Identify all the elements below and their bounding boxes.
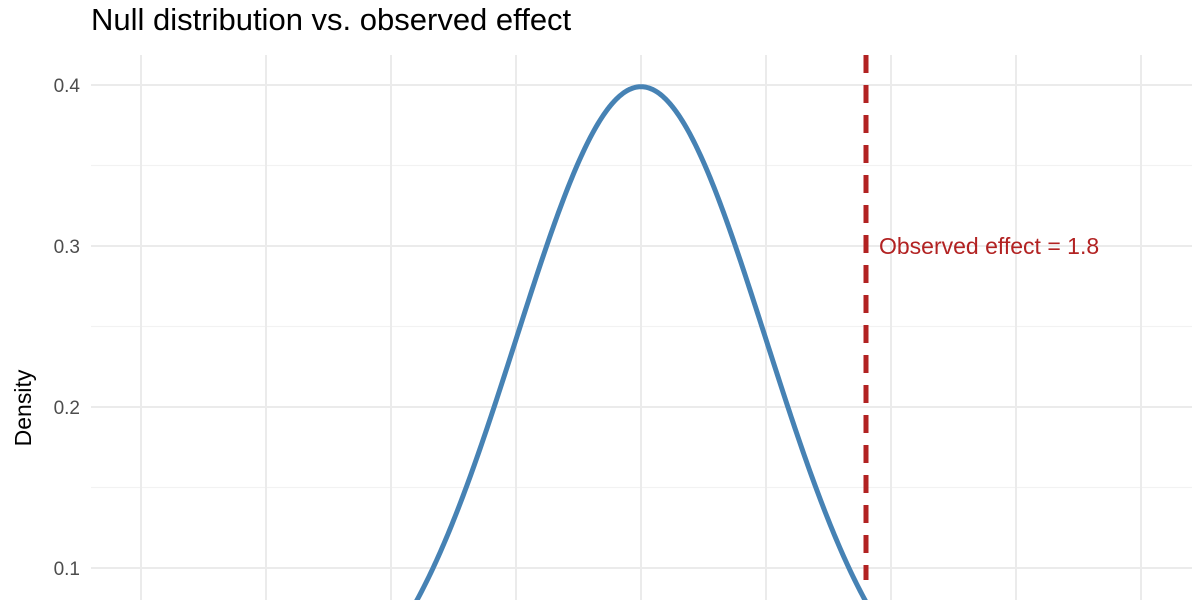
y-tick-label: 0.1 (54, 559, 80, 580)
y-tick-labels: 0.1 0.2 0.3 0.4 (54, 76, 81, 580)
y-tick-label: 0.2 (54, 398, 80, 419)
grid (91, 55, 1192, 600)
chart-title: Null distribution vs. observed effect (91, 2, 572, 37)
density-curve (414, 84, 868, 600)
y-tick-label: 0.3 (54, 237, 80, 258)
series (414, 84, 868, 600)
observed-effect-label: Observed effect = 1.8 (879, 233, 1099, 259)
y-axis-label: Density (10, 369, 36, 446)
y-tick-label: 0.4 (54, 76, 81, 97)
annotations: Observed effect = 1.8 (863, 55, 1099, 580)
